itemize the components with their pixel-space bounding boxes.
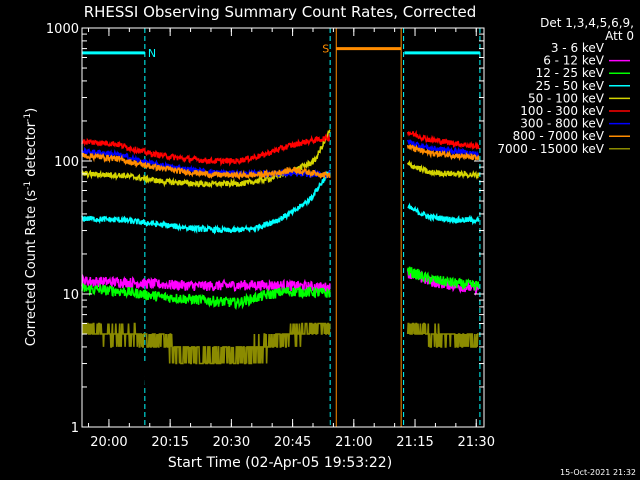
y-tick-label-3: 100 — [54, 155, 79, 170]
x-tick-label-6: 21:15 — [396, 435, 433, 450]
x-tick-label-1: 20:00 — [90, 435, 127, 450]
series-line-3-seg1 — [81, 282, 331, 310]
legend-label-3: 12 - 25 keV — [536, 66, 605, 80]
legend-label-1: 3 - 6 keV — [551, 41, 605, 55]
legend-label-2: 6 - 12 keV — [543, 54, 605, 68]
series-line-6-seg1 — [81, 133, 331, 167]
y-axis: 1 10 100 1000 — [46, 22, 484, 436]
y-axis-label-end: ) — [24, 108, 39, 113]
series-6 — [81, 129, 480, 167]
flag-label-s: S — [322, 43, 329, 56]
y-axis-label-sup2: -1 — [23, 113, 33, 122]
x-tick-label-4: 20:45 — [274, 435, 311, 450]
y-axis-label: Corrected Count Rate (s-1 detector-1) — [23, 108, 39, 346]
x-axis: 20:00 20:15 20:30 20:45 21:00 21:15 21:30 — [88, 28, 495, 450]
series-4 — [81, 169, 480, 235]
series-line-8-seg1 — [81, 152, 331, 180]
y-axis-label-main: Corrected Count Rate (s — [24, 190, 39, 347]
x-tick-label-5: 21:00 — [335, 435, 372, 450]
y-tick-label-1: 1 — [71, 421, 79, 436]
series-line-8-seg2 — [406, 143, 480, 162]
footer-date: 15-Oct-2021 21:32 — [560, 468, 636, 477]
series-line-5-seg2 — [406, 159, 480, 180]
x-tick-label-3: 20:30 — [213, 435, 250, 450]
series-line-4-seg2 — [407, 202, 480, 226]
legend-label-8: 800 - 7000 keV — [513, 129, 605, 143]
series-line-9-seg2 — [406, 322, 479, 348]
series-8 — [81, 143, 480, 180]
series-9 — [81, 322, 479, 365]
series-line-3-seg2 — [406, 266, 480, 291]
detector-note-line2: Att 0 — [605, 29, 634, 43]
flag-label-n: N — [148, 47, 156, 60]
y-axis-label-mid: detector — [24, 121, 39, 181]
legend-label-9: 7000 - 15000 keV — [497, 142, 604, 156]
legend-label-5: 50 - 100 keV — [528, 91, 605, 105]
y-tick-label-4: 1000 — [46, 22, 79, 37]
series-3 — [81, 266, 480, 310]
x-axis-label: Start Time (02-Apr-05 19:53:22) — [168, 455, 392, 471]
series-line-4-seg1 — [81, 169, 331, 235]
plot-frame — [81, 27, 485, 428]
chart-title: RHESSI Observing Summary Count Rates, Co… — [84, 3, 477, 21]
x-tick-label-2: 20:15 — [151, 435, 188, 450]
legend-label-7: 300 - 800 keV — [520, 117, 604, 131]
legend-label-4: 25 - 50 keV — [536, 79, 605, 93]
series-line-6-seg2 — [406, 129, 480, 151]
series-line-9-seg1 — [81, 322, 331, 365]
y-tick-label-2: 10 — [62, 288, 79, 303]
y-axis-label-sup1: -1 — [23, 181, 33, 190]
legend-label-6: 100 - 300 keV — [520, 104, 604, 118]
x-tick-label-7: 21:30 — [458, 435, 495, 450]
detector-note-line1: Det 1,3,4,5,6,9, — [540, 16, 634, 30]
